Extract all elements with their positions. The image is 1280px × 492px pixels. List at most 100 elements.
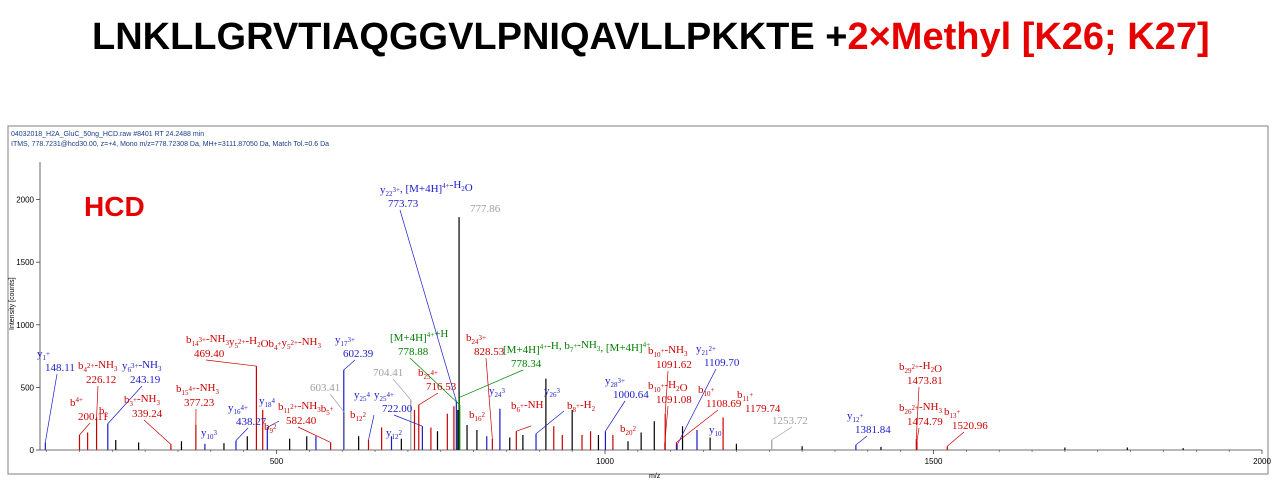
mz-value: 200.11: [78, 411, 108, 423]
peptide-title: LNKLLGRVTIAQGGVLPNIQAVLLPKKTE +2×Methyl …: [92, 16, 1210, 59]
mz-value: 1520.96: [952, 420, 988, 432]
peak-annotation: y184: [259, 395, 280, 428]
ion-label: b143+-NH3y52+-H2Ob4+y52+-NH3: [186, 333, 322, 352]
mz-value: 469.40: [194, 348, 225, 360]
ion-label: b243+: [466, 332, 486, 346]
mz-value: 778.34: [511, 358, 542, 370]
peak-annotation: y12+1381.84: [847, 410, 891, 446]
mz-value: 716.53: [426, 381, 457, 393]
ion-label: y223+, [M+4H]4+-H2O: [380, 179, 473, 198]
peak-annotation: 603.41: [310, 382, 345, 413]
modification-label: 2×Methyl [K26; K27]: [847, 16, 1210, 58]
ion-label: y212+: [696, 343, 716, 357]
peak-annotation: y263: [535, 385, 565, 434]
scan-header: ITMS, 778.7231@hcd30.00, z=+4, Mono m/z=…: [11, 141, 329, 148]
mz-value: 1253.72: [772, 415, 808, 427]
x-tick-label: 2000: [1253, 457, 1271, 466]
mz-value: 828.53: [474, 346, 505, 358]
peak-annotation: y164+438.27: [228, 402, 267, 441]
mz-value: 377.23: [184, 397, 215, 409]
peak-annotation: b4+ 200.11: [70, 396, 108, 436]
annotation-leader: [44, 373, 58, 443]
ion-label: b6+-NH: [511, 399, 544, 414]
peak-annotation: y254+722.00: [374, 389, 423, 427]
ion-label: b122: [350, 409, 367, 423]
y-tick-label: 1500: [16, 258, 34, 267]
ion-label: b11+: [737, 389, 753, 403]
mz-value: 602.39: [343, 348, 374, 360]
peak-annotation: y1+148.11: [37, 348, 75, 443]
peak-annotation: y173+602.39: [335, 334, 374, 371]
annotation-leader: [297, 426, 331, 443]
ion-label: b42+-NH3: [78, 359, 118, 374]
annotation-leader: [676, 368, 717, 446]
peak-annotation: [M+4H]4++H 778.88: [390, 328, 460, 406]
peak-annotation: y283+1000.64: [605, 375, 649, 432]
y-axis-label: Intensity [counts]: [9, 277, 16, 330]
peak-annotation: b92: [264, 421, 277, 435]
mz-value: 773.73: [388, 198, 419, 210]
peak-annotation: y122: [386, 427, 403, 441]
ion-label: b154+-NH3: [176, 382, 220, 397]
ion-label: y184: [259, 395, 276, 409]
y-tick-label: 1000: [16, 321, 34, 330]
annotation-leader: [107, 385, 143, 424]
mz-value: 778.88: [398, 346, 429, 358]
peak-annotation: b13+1520.96: [944, 406, 988, 447]
ion-label: b162: [469, 409, 486, 423]
annotation-leader: [267, 420, 280, 428]
mz-value: 1109.70: [704, 357, 740, 369]
y-tick-label: 500: [21, 383, 35, 392]
peak-annotation: b243+828.53: [466, 332, 505, 439]
mz-value: 438.27: [236, 416, 267, 428]
annotation-leader: [605, 400, 626, 432]
annotation-leader: [771, 426, 793, 441]
annotation-leader: [676, 409, 719, 443]
peak-annotation: b202: [620, 423, 637, 437]
ion-label: y12+: [847, 410, 864, 424]
annotation-leader: [368, 414, 375, 441]
peptide-sequence: LNKLLGRVTIAQGGVLPNIQAVLLPKKTE +: [92, 16, 848, 58]
mz-value: 1473.81: [907, 375, 943, 387]
ion-label: b8+-H2: [567, 399, 596, 414]
ion-label: y103: [201, 427, 218, 441]
ion-label: y122: [386, 427, 403, 441]
mz-value: 1474.79: [907, 416, 943, 428]
annotation-leader: [459, 369, 524, 398]
annotation-leader: [96, 385, 99, 418]
annotation-leader: [392, 378, 412, 401]
x-tick-label: 1500: [925, 457, 943, 466]
annotation-leader: [915, 386, 920, 439]
ion-label: b3+-NH3: [124, 393, 161, 408]
peak-annotation: b112+-NH3b5+582.40: [278, 400, 334, 443]
ion-label: y254+: [374, 389, 394, 403]
ion-label: b10+: [698, 384, 715, 398]
peak-annotation: b254+716.53: [418, 367, 457, 406]
peak-annotation: [M+4H]4+-H, b7+-NH3, [M+4H]4+ 778.34: [459, 339, 650, 398]
ion-label: b4+: [70, 396, 83, 409]
mz-value: 1000.64: [613, 389, 649, 401]
peak-annotation: b10+1108.69: [676, 384, 742, 443]
annotations: y1+148.11 b42+-NH3226.12y63+-NH3243.19b4+…: [37, 179, 988, 447]
annotation-leader: [143, 419, 172, 445]
ion-label: y173+: [335, 334, 355, 348]
ion-label: y164+: [228, 402, 248, 416]
peak-annotation: y10: [709, 424, 722, 438]
peak-annotation: b11+1179.74: [737, 389, 781, 415]
mz-value: 722.00: [382, 403, 413, 415]
ion-label: b10+-NH3: [648, 344, 688, 359]
raw-file-header: 04032018_H2A_GluC_50ng_HCD.raw #8401 RT …: [11, 131, 204, 138]
annotation-leader: [205, 359, 257, 367]
ion-label: [M+4H]4++H: [390, 328, 448, 344]
annotation-leader: [393, 414, 423, 427]
ion-label: b92: [264, 421, 277, 435]
annotation-leader: [343, 359, 356, 371]
annotation-leader: [79, 422, 91, 436]
mz-value: 777.86: [470, 203, 501, 215]
